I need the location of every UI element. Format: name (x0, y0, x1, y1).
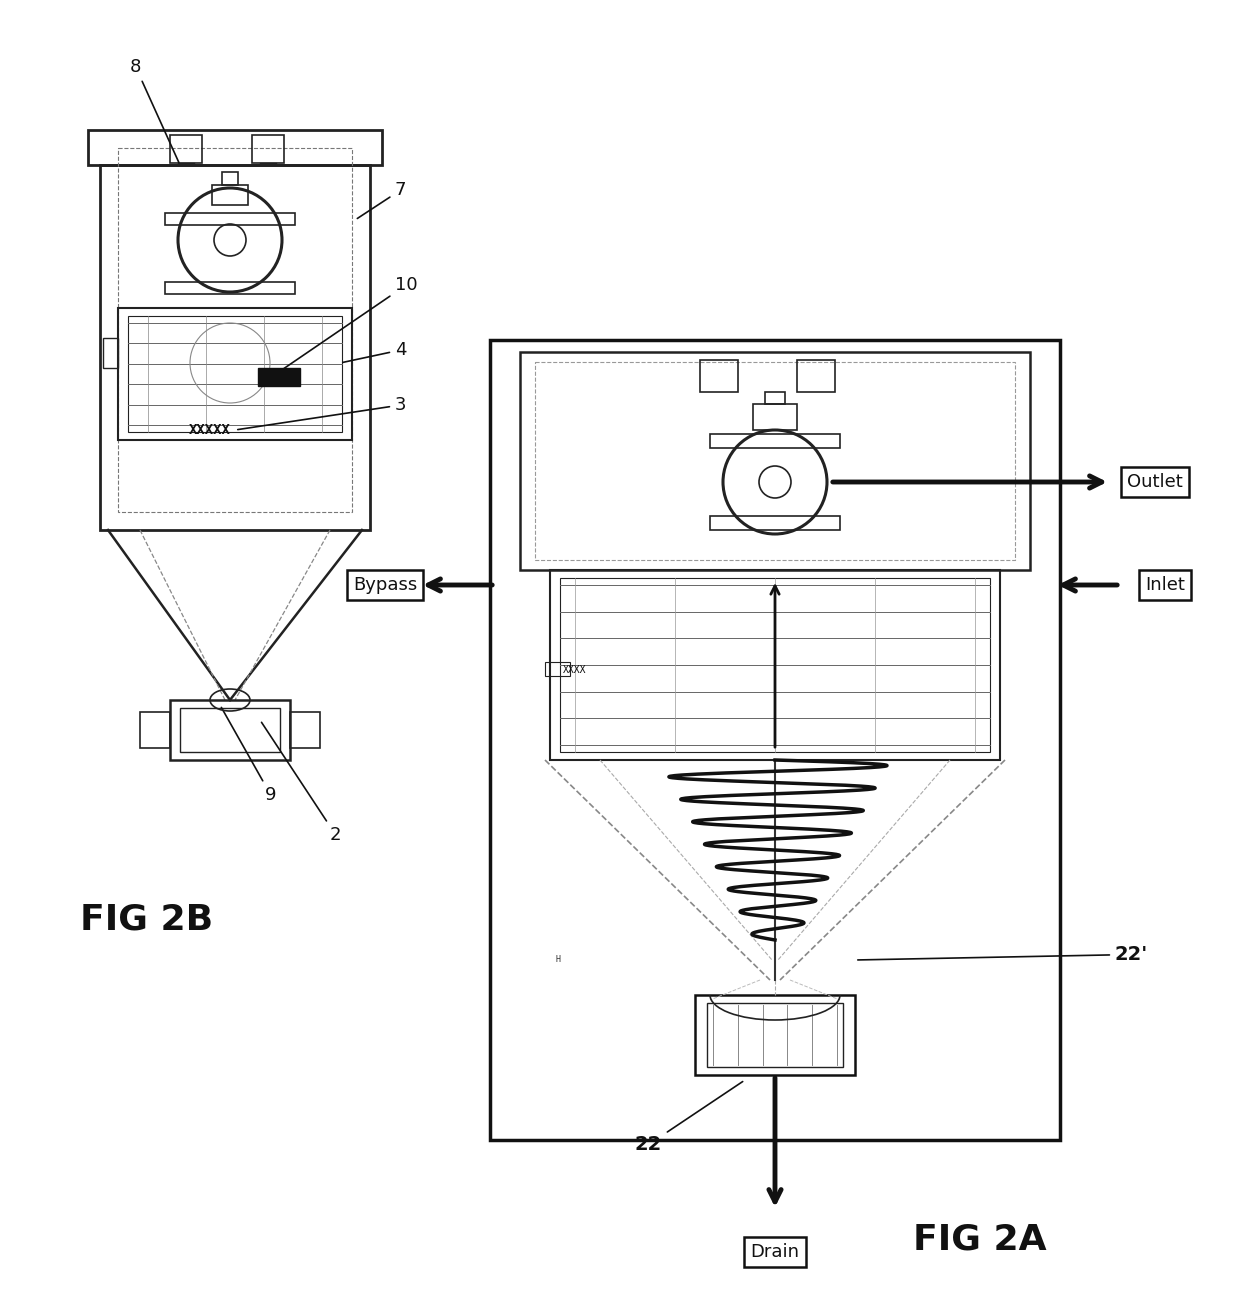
Bar (140, 712, 170, 747)
Bar (100, 164, 370, 530)
Bar (753, 404, 797, 430)
Text: 3: 3 (238, 396, 407, 429)
Text: 22: 22 (635, 1082, 743, 1154)
Bar (765, 392, 785, 404)
Bar (258, 368, 300, 386)
Text: XXXX: XXXX (563, 665, 587, 675)
Bar (165, 213, 295, 225)
Text: H: H (556, 955, 560, 965)
Text: Inlet: Inlet (1145, 576, 1185, 594)
Bar (560, 578, 990, 751)
Bar (128, 316, 342, 432)
Text: FIG 2A: FIG 2A (913, 1223, 1047, 1257)
Text: Bypass: Bypass (353, 576, 417, 594)
Text: FIG 2B: FIG 2B (81, 903, 213, 937)
Bar (103, 338, 118, 368)
Text: 10: 10 (273, 276, 418, 376)
Bar (252, 136, 284, 163)
Text: 4: 4 (342, 341, 407, 362)
Bar (212, 186, 248, 205)
Bar (180, 708, 280, 751)
Text: 2: 2 (262, 722, 341, 844)
Bar (222, 172, 238, 186)
Bar (520, 351, 1030, 570)
Bar (551, 570, 999, 761)
Bar (711, 434, 839, 447)
Text: XXXXX: XXXXX (188, 422, 231, 437)
Bar (490, 340, 1060, 1140)
Text: 7: 7 (357, 182, 407, 218)
Bar (701, 361, 738, 392)
Bar (546, 662, 570, 676)
Bar (290, 712, 320, 747)
Bar (797, 361, 835, 392)
Bar (707, 1003, 843, 1067)
Text: 9: 9 (222, 708, 277, 804)
Bar (170, 700, 290, 761)
Bar (165, 282, 295, 293)
Text: 8: 8 (130, 58, 179, 162)
Text: 22': 22' (858, 945, 1148, 965)
Bar (694, 995, 856, 1075)
Text: Outlet: Outlet (1127, 472, 1183, 491)
Bar (711, 516, 839, 530)
Bar (118, 147, 352, 512)
Bar (118, 308, 352, 440)
Bar (88, 130, 382, 164)
Text: Drain: Drain (750, 1244, 800, 1261)
Bar (170, 136, 202, 163)
Bar (534, 362, 1016, 561)
